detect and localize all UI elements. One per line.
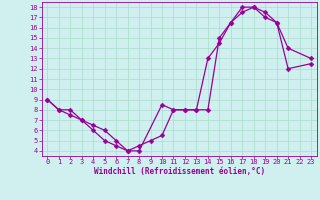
X-axis label: Windchill (Refroidissement éolien,°C): Windchill (Refroidissement éolien,°C) xyxy=(94,167,265,176)
